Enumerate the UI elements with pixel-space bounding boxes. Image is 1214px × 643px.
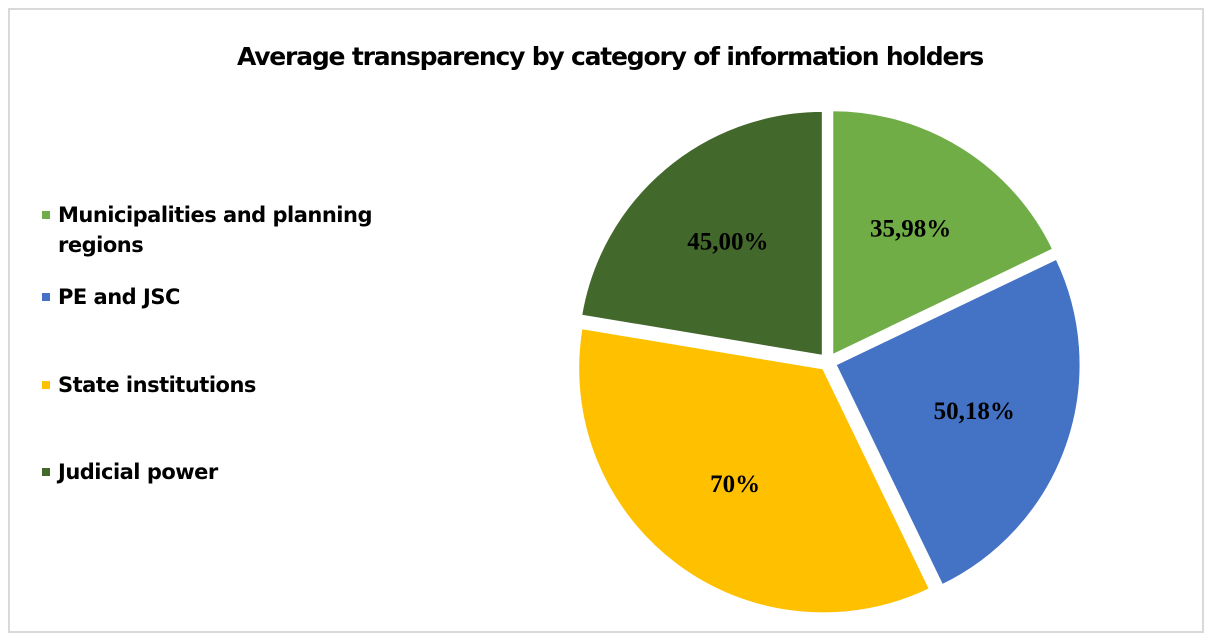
legend-label: State institutions (58, 373, 256, 397)
legend-swatch (42, 468, 50, 476)
pie-slice (834, 257, 1082, 587)
pie-slice (577, 326, 932, 615)
legend-label: Municipalities and planning regions (58, 203, 372, 257)
legend-item: Judicial power (42, 457, 442, 487)
legend-swatch (42, 381, 50, 389)
data-label: 70% (710, 471, 760, 498)
legend-label: Judicial power (58, 460, 218, 484)
legend-item: Municipalities and planning regions (42, 200, 442, 260)
chart-title: Average transparency by category of info… (237, 42, 983, 71)
data-label: 35,98% (870, 216, 951, 243)
pie-slice (831, 109, 1055, 357)
data-label: 50,18% (934, 398, 1015, 425)
legend-item: State institutions (42, 370, 442, 400)
legend-swatch (42, 293, 50, 301)
legend-label: PE and JSC (58, 285, 180, 309)
legend-swatch (42, 211, 50, 219)
data-label: 45,00% (687, 228, 768, 255)
legend-item: PE and JSC (42, 282, 442, 312)
chart-frame (8, 8, 1204, 633)
pie-slice (580, 109, 824, 358)
